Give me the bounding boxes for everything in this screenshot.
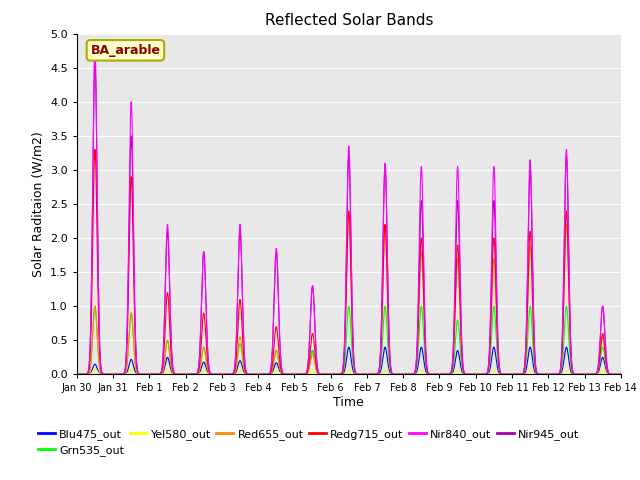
Blu475_out [617, 372, 625, 377]
Nir840_out [441, 372, 449, 377]
Nir945_out [329, 372, 337, 377]
Blu475_out [73, 372, 81, 377]
Redg715_out [73, 372, 81, 377]
Line: Blu475_out: Blu475_out [77, 347, 621, 374]
Line: Grn535_out: Grn535_out [77, 306, 621, 374]
Nir840_out [73, 372, 81, 377]
Yel580_out [616, 372, 624, 377]
Grn535_out [441, 372, 449, 377]
X-axis label: Time: Time [333, 396, 364, 409]
Nir945_out [502, 372, 509, 377]
Title: Reflected Solar Bands: Reflected Solar Bands [264, 13, 433, 28]
Blu475_out [171, 372, 179, 377]
Grn535_out [617, 372, 625, 377]
Text: BA_arable: BA_arable [90, 44, 161, 57]
Red655_out [441, 372, 449, 377]
Blu475_out [563, 344, 570, 350]
Yel580_out [91, 366, 99, 372]
Nir840_out [329, 372, 337, 377]
Yel580_out [73, 372, 81, 377]
Yel580_out [171, 372, 179, 377]
Nir945_out [617, 372, 625, 377]
Red655_out [471, 372, 479, 377]
Grn535_out [91, 303, 99, 309]
Line: Red655_out: Red655_out [77, 214, 621, 374]
Red655_out [502, 372, 509, 377]
Redg715_out [616, 372, 624, 377]
Y-axis label: Solar Raditaion (W/m2): Solar Raditaion (W/m2) [31, 131, 44, 277]
Nir945_out [616, 372, 624, 377]
Redg715_out [471, 372, 479, 377]
Red655_out [616, 372, 624, 377]
Grn535_out [502, 372, 509, 377]
Redg715_out [502, 372, 509, 377]
Redg715_out [441, 372, 449, 377]
Blu475_out [440, 372, 448, 377]
Nir840_out [617, 372, 625, 377]
Line: Nir840_out: Nir840_out [77, 47, 621, 374]
Nir945_out [441, 372, 449, 377]
Yel580_out [441, 372, 449, 377]
Yel580_out [471, 372, 479, 377]
Line: Redg715_out: Redg715_out [77, 149, 621, 374]
Redg715_out [171, 371, 179, 377]
Red655_out [617, 372, 625, 377]
Nir840_out [171, 371, 179, 377]
Red655_out [171, 372, 179, 377]
Nir945_out [73, 372, 81, 377]
Blu475_out [502, 372, 509, 377]
Red655_out [345, 211, 353, 217]
Grn535_out [471, 372, 479, 377]
Redg715_out [617, 372, 625, 377]
Yel580_out [502, 372, 509, 377]
Grn535_out [616, 372, 624, 377]
Red655_out [328, 372, 336, 377]
Red655_out [73, 372, 81, 377]
Nir840_out [616, 372, 624, 377]
Line: Yel580_out: Yel580_out [77, 369, 621, 374]
Nir945_out [91, 58, 99, 64]
Redg715_out [91, 146, 99, 152]
Blu475_out [471, 372, 479, 377]
Yel580_out [617, 372, 625, 377]
Nir840_out [471, 372, 479, 377]
Blu475_out [616, 372, 624, 377]
Grn535_out [171, 372, 179, 377]
Nir945_out [471, 372, 479, 377]
Yel580_out [329, 372, 337, 377]
Blu475_out [328, 372, 336, 377]
Line: Nir945_out: Nir945_out [77, 61, 621, 374]
Nir840_out [502, 372, 509, 377]
Legend: Blu475_out, Grn535_out, Yel580_out, Red655_out, Redg715_out, Nir840_out, Nir945_: Blu475_out, Grn535_out, Yel580_out, Red6… [33, 424, 584, 460]
Nir945_out [171, 371, 179, 377]
Grn535_out [73, 372, 81, 377]
Grn535_out [329, 372, 337, 377]
Nir840_out [91, 44, 99, 50]
Redg715_out [329, 372, 337, 377]
